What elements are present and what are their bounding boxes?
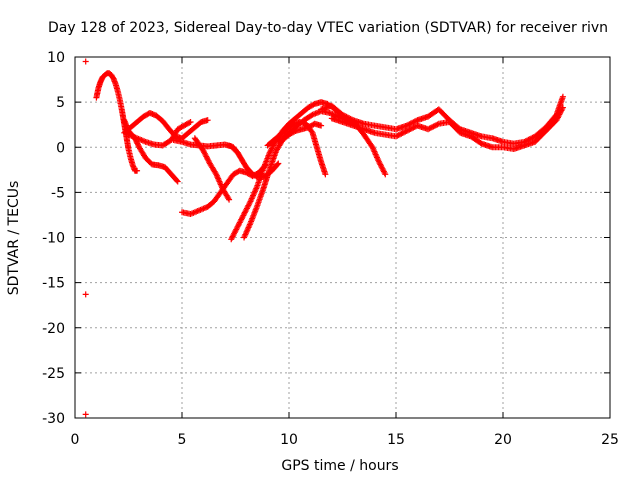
data-point — [429, 124, 436, 131]
data-point — [407, 125, 414, 132]
grid — [75, 57, 610, 418]
series-trace-d — [125, 118, 194, 149]
x-tick-label: 10 — [280, 432, 298, 448]
data-point — [410, 124, 417, 131]
y-tick-label: 5 — [56, 95, 65, 111]
y-tick-label: -25 — [42, 366, 65, 382]
data-point — [382, 171, 389, 178]
series-outliers — [82, 58, 89, 418]
data-point — [397, 131, 404, 138]
data-point — [343, 113, 350, 120]
data-point — [174, 178, 181, 185]
chart-title: Day 128 of 2023, Sidereal Day-to-day VTE… — [48, 20, 608, 36]
data-point — [411, 123, 418, 130]
data-point — [225, 195, 232, 202]
plot-frame — [74, 56, 611, 419]
x-tick-label: 0 — [71, 432, 80, 448]
x-axis-label: GPS time / hours — [281, 458, 398, 474]
data-point — [425, 126, 432, 133]
data-point — [559, 104, 566, 111]
x-tick-label: 5 — [178, 432, 187, 448]
data-point — [426, 125, 433, 132]
data-point — [134, 167, 141, 174]
series-trace-c — [121, 109, 211, 142]
data-point — [342, 113, 349, 120]
data-point — [348, 116, 355, 123]
data-point — [430, 123, 437, 130]
y-tick-label: -20 — [42, 321, 65, 337]
data-point — [173, 177, 180, 184]
series-trace-g — [191, 135, 233, 203]
data-point — [405, 127, 412, 134]
data-point — [431, 122, 438, 129]
data-point — [339, 111, 346, 118]
data-point — [82, 411, 89, 418]
data-point — [82, 291, 89, 298]
x-tick-label: 20 — [494, 432, 512, 448]
data-point — [347, 115, 354, 122]
y-tick-label: -10 — [42, 231, 65, 247]
series-trace-a — [93, 70, 141, 174]
x-tick-label: 15 — [387, 432, 405, 448]
data-point — [187, 118, 194, 125]
data-point — [407, 120, 414, 127]
data-series — [82, 58, 566, 418]
data-point — [402, 128, 409, 135]
data-point — [308, 112, 315, 119]
data-point — [340, 112, 347, 119]
y-tick-label: 10 — [47, 50, 65, 66]
data-point — [410, 119, 417, 126]
data-point — [427, 124, 434, 131]
data-point — [433, 122, 440, 129]
y-tick-label: 0 — [56, 140, 65, 156]
x-tick-label: 25 — [601, 432, 619, 448]
data-point — [409, 119, 416, 126]
data-point — [395, 132, 402, 139]
data-point — [274, 161, 281, 168]
data-point — [411, 118, 418, 125]
data-point — [204, 117, 211, 124]
y-tick-label: -15 — [42, 276, 65, 292]
data-point — [346, 115, 353, 122]
data-point — [559, 93, 566, 100]
data-point — [406, 121, 413, 128]
data-point — [405, 121, 412, 128]
data-point — [186, 119, 193, 126]
series-trace-n — [328, 104, 566, 153]
data-point — [322, 171, 329, 178]
data-point — [393, 133, 399, 140]
y-tick-label: -5 — [51, 185, 65, 201]
data-point — [409, 125, 416, 132]
data-point — [434, 121, 441, 128]
axes: 0 5 10 15 20 25 -30 -25 -20 -15 -10 -5 0 5 10 — [42, 50, 619, 448]
data-point — [82, 58, 89, 65]
data-point — [275, 160, 282, 167]
data-point — [398, 130, 405, 137]
data-point — [308, 128, 315, 135]
data-point — [413, 117, 420, 124]
data-point — [403, 128, 410, 135]
data-point — [394, 132, 401, 139]
data-point — [401, 129, 408, 136]
y-axis-label: SDTVAR / TECUs — [6, 181, 22, 296]
data-point — [406, 126, 413, 133]
data-point — [318, 122, 325, 129]
y-tick-label: -30 — [42, 411, 65, 427]
data-point — [399, 130, 406, 137]
data-point — [226, 196, 233, 203]
data-point — [403, 122, 410, 129]
data-point — [344, 114, 351, 121]
